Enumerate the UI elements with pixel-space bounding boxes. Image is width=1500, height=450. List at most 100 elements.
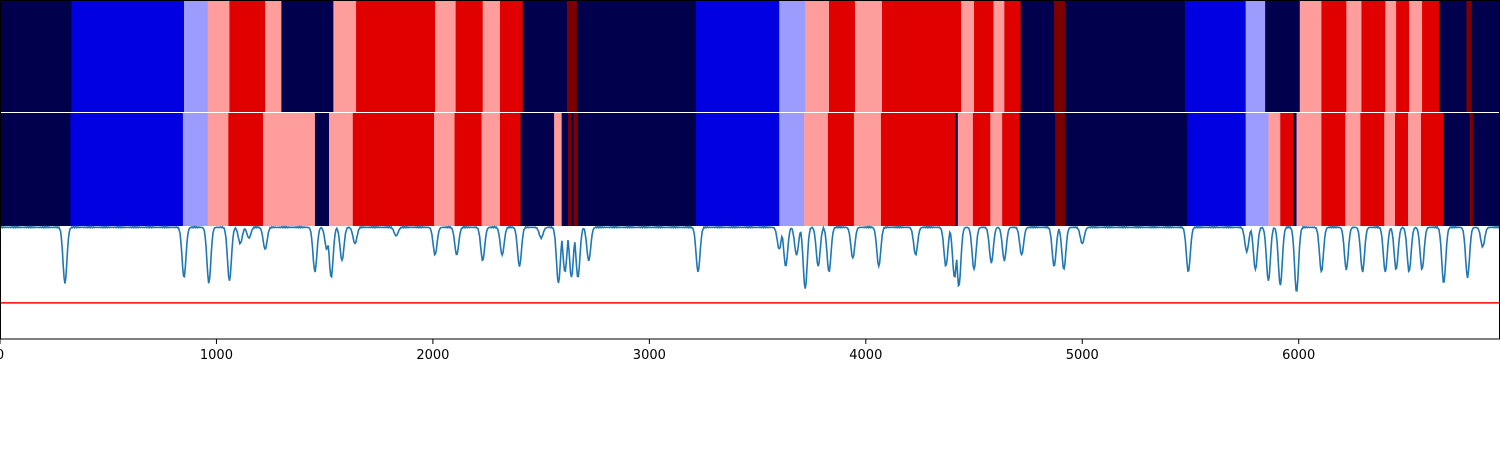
signal-line xyxy=(0,225,1500,292)
row-2-segment-pink xyxy=(1408,113,1422,226)
row-1-segment-pink xyxy=(854,0,883,113)
row-1-segment-light_blue xyxy=(779,0,806,113)
row-2-segment-blue xyxy=(70,113,184,226)
row-1-segment-navy xyxy=(1265,0,1301,113)
row-2-segment-navy xyxy=(520,113,555,226)
row-2-segment-navy xyxy=(1293,113,1297,226)
row-1-segment-pink xyxy=(435,0,456,113)
row-1-segment-red xyxy=(229,0,266,113)
row-2-segment-red xyxy=(880,113,956,226)
row-1-segment-red xyxy=(1321,0,1347,113)
row-1-segment-pink xyxy=(993,0,1005,113)
x-tick-label: 2000 xyxy=(416,348,449,363)
row-2-segment-pink xyxy=(1268,113,1281,226)
row-1-segment-blue xyxy=(1185,0,1246,113)
row-1-segment-pink xyxy=(1299,0,1322,113)
row-1-segment-red xyxy=(1396,0,1410,113)
x-axis: 0 1000 2000 3000 4000 5000 6000 xyxy=(0,339,1315,363)
row-2-segment-pink xyxy=(481,113,501,226)
x-tick-label: 3000 xyxy=(633,348,666,363)
row-1-segment-red xyxy=(356,0,436,113)
row-2-segment-light_blue xyxy=(779,113,805,226)
row-2-segment-pink xyxy=(990,113,1003,226)
row-2-segment-red xyxy=(1002,113,1020,226)
row-1-segment-pink xyxy=(961,0,975,113)
row-2-segment-pink xyxy=(1384,113,1396,226)
segmentation-rows xyxy=(0,0,1500,226)
row-2-segment-navy xyxy=(561,113,569,226)
row-2-segment-navy xyxy=(1472,113,1500,226)
row-1-segment-navy xyxy=(281,0,334,113)
row-2-segment-pink xyxy=(207,113,229,226)
row-1-segment-light_blue xyxy=(1245,0,1266,113)
row-1-segment-blue xyxy=(71,0,185,113)
row-1-segment-navy xyxy=(522,0,568,113)
row-2-segment-pink xyxy=(804,113,829,226)
row-1-segment-dark_red xyxy=(1054,0,1066,113)
row-2-segment-pink xyxy=(262,113,316,226)
signal-panel-background xyxy=(0,226,1500,339)
row-1-segment-navy xyxy=(1471,0,1500,113)
row-2-segment-dark_red xyxy=(573,113,579,226)
row-2-segment-blue xyxy=(1187,113,1246,226)
row-2-segment-pink xyxy=(1345,113,1361,226)
row-1-segment-navy xyxy=(1439,0,1467,113)
row-2-segment-navy xyxy=(0,113,71,226)
row-1-segment-red xyxy=(1361,0,1386,113)
row-2-segment-navy xyxy=(955,113,959,226)
row-2-segment-red xyxy=(500,113,521,226)
row-2-segment-dark_red xyxy=(1469,113,1474,226)
row-1-segment-red xyxy=(882,0,962,113)
row-1-segment-pink xyxy=(1346,0,1362,113)
x-tick-label: 6000 xyxy=(1282,348,1315,363)
row-2-segment-red xyxy=(1395,113,1409,226)
row-1-segment-red xyxy=(1004,0,1021,113)
row-1-segment-pink xyxy=(1409,0,1423,113)
row-2-segment-red xyxy=(1280,113,1294,226)
row-1-segment-navy xyxy=(0,0,72,113)
row-1-segment-pink xyxy=(333,0,357,113)
row-1-segment-navy xyxy=(1064,0,1186,113)
x-tick-label: 4000 xyxy=(849,348,882,363)
row-2-segment-light_blue xyxy=(1245,113,1269,226)
row-2-segment-red xyxy=(972,113,991,226)
row-1-segment-red xyxy=(500,0,524,113)
row-1-segment-pink xyxy=(1385,0,1397,113)
row-2-segment-pink xyxy=(329,113,354,226)
row-2-segment-navy xyxy=(1019,113,1056,226)
row-2-segment-pink xyxy=(1296,113,1322,226)
row-1-segment-red xyxy=(974,0,994,113)
row-2-segment-red xyxy=(827,113,855,226)
row-1-segment-blue xyxy=(695,0,780,113)
row-1-segment-red xyxy=(1422,0,1440,113)
row-2-segment-pink xyxy=(554,113,562,226)
row-1-segment-pink xyxy=(482,0,501,113)
row-1-segment-light_blue xyxy=(183,0,209,113)
row-2-segment-red xyxy=(1421,113,1445,226)
x-tick-label: 5000 xyxy=(1066,348,1099,363)
row-2-segment-navy xyxy=(314,113,330,226)
row-2-segment-navy xyxy=(571,113,574,226)
row-1-segment-red xyxy=(829,0,856,113)
row-2-segment-red xyxy=(1360,113,1385,226)
row-2-segment-navy xyxy=(1064,113,1188,226)
x-tick-label: 0 xyxy=(0,348,4,363)
row-2-segment-red xyxy=(228,113,264,226)
row-2-segment-navy xyxy=(577,113,697,226)
row-2-segment-dark_red xyxy=(568,113,572,226)
row-1-segment-navy xyxy=(1020,0,1055,113)
row-2-segment-pink xyxy=(433,113,455,226)
row-1-segment-navy xyxy=(576,0,697,113)
row-2-segment-navy xyxy=(1443,113,1470,226)
row-1-segment-pink xyxy=(207,0,230,113)
row-1-segment-dark_red xyxy=(1466,0,1473,113)
row-2-segment-pink xyxy=(957,113,974,226)
x-tick-label: 1000 xyxy=(200,348,233,363)
row-1-segment-pink xyxy=(265,0,282,113)
row-2-segment-red xyxy=(1321,113,1346,226)
row-2-segment-pink xyxy=(853,113,882,226)
row-2-segment-blue xyxy=(695,113,780,226)
row-1-segment-dark_red xyxy=(567,0,578,113)
row-2-segment-dark_red xyxy=(1055,113,1066,226)
